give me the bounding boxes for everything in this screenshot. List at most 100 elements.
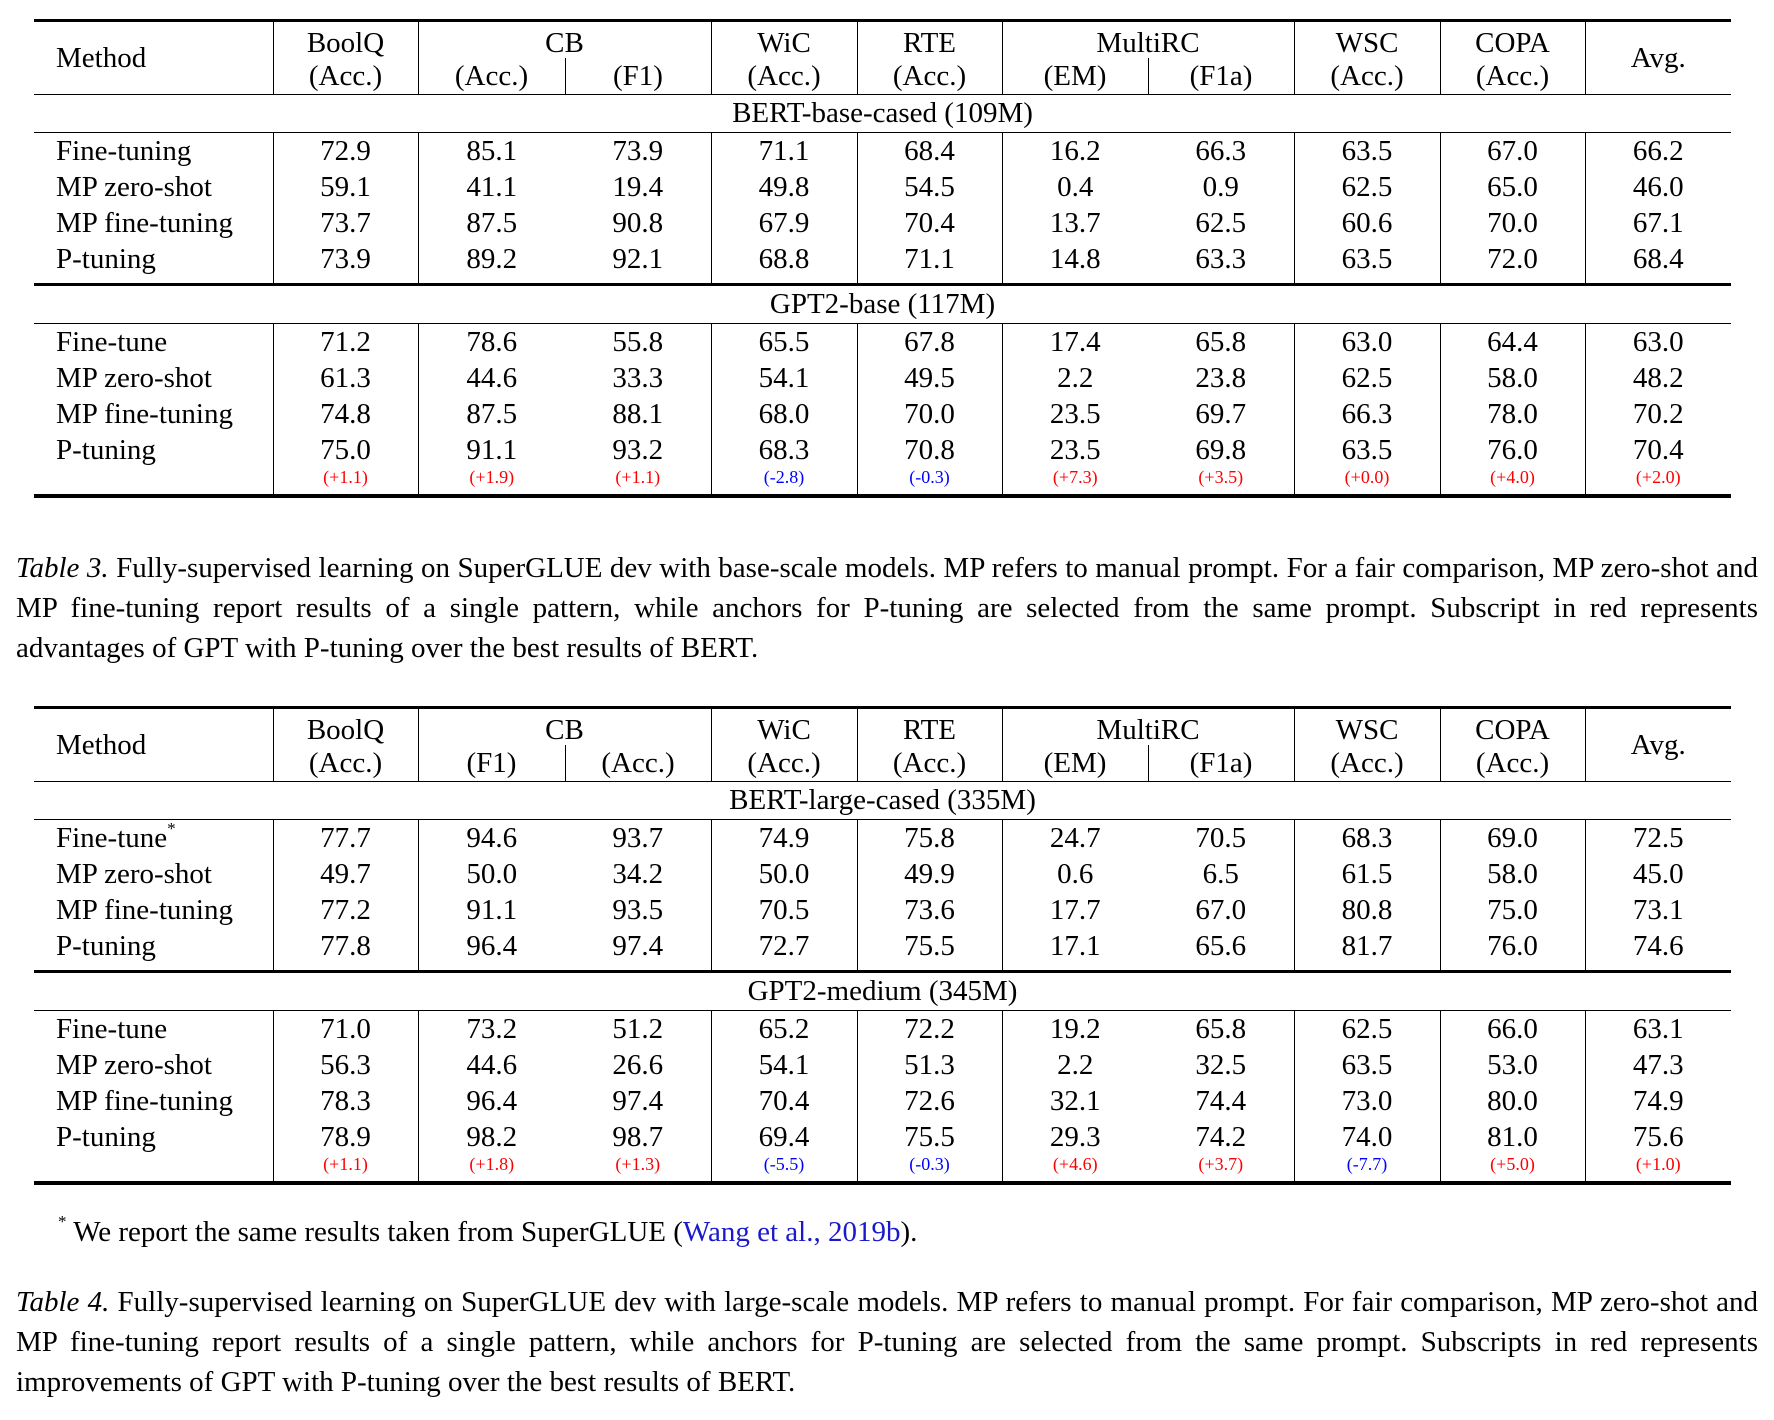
method-name: Fine-tune (56, 821, 168, 854)
value-cell: 62.5 (1294, 1010, 1441, 1047)
header-metric: (Acc.) (418, 58, 566, 95)
value-cell: 65.6 (1148, 928, 1295, 972)
footnote-mark: * (58, 1212, 67, 1231)
header-boolq: BoolQ (273, 707, 419, 745)
method-name: MP fine-tuning (56, 1084, 233, 1117)
footnote-mark: * (167, 818, 176, 838)
table-row: Fine-tune 71.2 78.6 55.8 65.5 67.8 17.4 65.8 63.… (34, 323, 1731, 360)
value-cell: 73.7 (273, 205, 419, 241)
table-row: P-tuning 73.9 89.2 92.1 68.8 71.1 14.8 63.3 63.5… (34, 241, 1731, 285)
header-wic: WiC (711, 20, 858, 58)
value-cell: 97.4 (565, 1083, 712, 1119)
value-cell: 67.0 (1440, 132, 1586, 169)
value-cell: 65.2 (711, 1010, 858, 1047)
value-cell: 23.8 (1148, 360, 1295, 396)
value-cell: 87.5 (466, 397, 518, 430)
value-cell: 49.9 (857, 856, 1003, 892)
value-cell: 90.8 (565, 205, 712, 241)
value-cell: 67.0 (1148, 892, 1295, 928)
delta-cell: (+7.3) (1002, 468, 1148, 498)
value-cell: 75.0 (273, 432, 419, 468)
table-row: Fine-tune 71.0 73.2 51.2 65.2 72.2 19.2 65.8 62.… (34, 1010, 1731, 1047)
value-cell: 73.0 (1294, 1083, 1441, 1119)
table-3-caption: Table 3. Fully-supervised learning on Su… (16, 548, 1758, 668)
value-cell: 17.1 (1049, 929, 1101, 962)
value-cell: 70.5 (711, 892, 858, 928)
value-cell: 63.0 (1632, 325, 1684, 358)
caption-text: Fully-supervised learning on SuperGLUE d… (16, 552, 1758, 664)
value-cell: 33.3 (565, 360, 712, 396)
table-row: P-tuning 77.8 96.4 97.4 72.7 75.5 17.1 65.6 81.7… (34, 928, 1731, 972)
value-cell: 71.1 (711, 132, 858, 169)
value-cell: 66.3 (1294, 396, 1441, 432)
value-cell: 71.0 (273, 1010, 419, 1047)
value-cell: 72.7 (711, 928, 858, 972)
method-cell: P-tuning (34, 1119, 274, 1155)
value-cell: 91.1 (466, 433, 518, 466)
value-cell: 51.2 (565, 1010, 712, 1047)
value-cell: 47.3 (1632, 1048, 1684, 1081)
value-cell: 16.2 (1049, 134, 1101, 167)
value-cell: 70.8 (857, 432, 1003, 468)
value-cell: 49.8 (711, 169, 858, 205)
value-cell: 66.2 (1632, 134, 1684, 167)
method-cell: MP fine-tuning (34, 396, 274, 432)
method-cell: Fine-tune* (34, 818, 274, 856)
value-cell: 17.4 (1049, 325, 1101, 358)
value-cell: 50.0 (711, 856, 858, 892)
table-4-footnote: * We report the same results taken from … (58, 1212, 917, 1249)
value-cell: 69.4 (711, 1119, 858, 1155)
delta-cell: (+4.0) (1440, 468, 1586, 498)
value-cell: 62.5 (1294, 360, 1441, 396)
value-cell: 97.4 (565, 928, 712, 972)
method-cell: MP fine-tuning (34, 1083, 274, 1119)
table-row: MP zero-shot 61.3 44.6 33.3 54.1 49.5 2.2 23.8 6… (34, 360, 1731, 396)
value-cell: 59.1 (273, 169, 419, 205)
table-row: MP zero-shot 59.1 41.1 19.4 49.8 54.5 0.4 0.9 62… (34, 169, 1731, 205)
value-cell: 66.3 (1148, 132, 1295, 169)
header-metric: (Acc.) (857, 745, 1003, 782)
value-cell: 67.1 (1632, 206, 1684, 239)
value-cell: 69.7 (1148, 396, 1295, 432)
delta-cell: (+1.3) (565, 1155, 712, 1185)
value-cell: 71.2 (273, 323, 419, 360)
delta-cell: (-5.5) (711, 1155, 858, 1185)
value-cell: 74.4 (1148, 1083, 1295, 1119)
value-cell: 93.5 (565, 892, 712, 928)
empty-cell (34, 468, 274, 498)
value-cell: 19.4 (565, 169, 712, 205)
method-name: P-tuning (56, 242, 156, 275)
header-method: Method (34, 707, 274, 782)
value-cell: 92.1 (565, 241, 712, 285)
value-cell: 77.2 (273, 892, 419, 928)
value-cell: 91.1 (466, 893, 518, 926)
value-cell: 50.0 (466, 857, 518, 890)
value-cell: 44.6 (466, 1048, 518, 1081)
value-cell: 32.5 (1148, 1047, 1295, 1083)
value-cell: 68.4 (857, 132, 1003, 169)
citation-link[interactable]: Wang et al., 2019b (682, 1216, 901, 1248)
value-cell: 78.6 (466, 325, 518, 358)
method-cell: MP fine-tuning (34, 205, 274, 241)
value-cell: 77.7 (273, 819, 419, 856)
value-cell: 66.0 (1440, 1010, 1586, 1047)
delta-cell: (-0.3) (857, 1155, 1003, 1185)
value-cell: 65.0 (1440, 169, 1586, 205)
value-cell: 51.3 (857, 1047, 1003, 1083)
value-cell: 89.2 (466, 242, 518, 275)
value-cell: 63.5 (1294, 241, 1441, 285)
header-metric: (F1) (565, 58, 712, 95)
header-metric: (Acc.) (711, 58, 858, 95)
value-cell: 70.0 (857, 396, 1003, 432)
method-cell: MP fine-tuning (34, 892, 274, 928)
delta-cell: (-7.7) (1294, 1155, 1441, 1185)
value-cell: 68.3 (711, 432, 858, 468)
header-metric: (Acc.) (273, 58, 419, 95)
value-cell: 63.3 (1148, 241, 1295, 285)
header-wsc: WSC (1294, 20, 1441, 58)
method-name: Fine-tune (56, 1012, 168, 1045)
value-cell: 81.0 (1440, 1119, 1586, 1155)
value-cell: 54.1 (711, 360, 858, 396)
value-cell: 0.4 (1057, 170, 1094, 203)
delta-cell: (+5.0) (1440, 1155, 1586, 1185)
